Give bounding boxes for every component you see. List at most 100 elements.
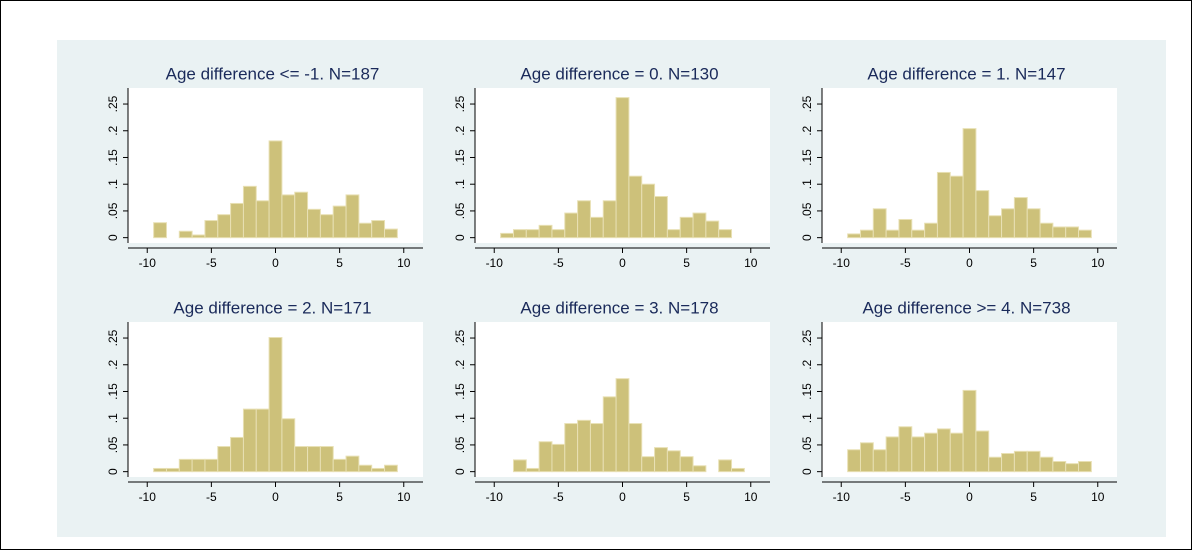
x-tick-label: -10 <box>833 490 851 504</box>
x-tick-label: -5 <box>206 490 217 504</box>
bar <box>872 449 887 473</box>
y-tick-label: .2 <box>106 359 120 369</box>
bar <box>255 200 270 239</box>
bar <box>898 218 913 239</box>
bar <box>217 214 232 239</box>
y-tick-label: 0 <box>106 234 120 241</box>
bar <box>1001 452 1015 473</box>
bar <box>1026 208 1041 239</box>
bar <box>692 212 707 239</box>
bar <box>268 337 283 473</box>
x-tick-label: -10 <box>486 490 504 504</box>
y-tick-label: .05 <box>453 202 467 219</box>
bar <box>332 458 347 473</box>
bar <box>1078 461 1092 473</box>
panel-title: Age difference = 0. N=130 <box>520 64 718 83</box>
x-tick-label: 0 <box>619 256 626 270</box>
bar <box>911 436 926 473</box>
bar <box>525 229 540 239</box>
y-tick-label: 0 <box>800 468 814 475</box>
bar <box>384 464 398 473</box>
y-tick-label: .15 <box>453 149 467 166</box>
y-tick-label: .25 <box>453 95 467 112</box>
y-tick-label: .05 <box>106 202 120 219</box>
x-tick-label: -10 <box>139 256 157 270</box>
bar <box>204 220 219 239</box>
bar <box>872 208 887 239</box>
y-tick-label: .2 <box>800 125 814 135</box>
bar <box>1052 461 1067 473</box>
bar <box>551 443 566 473</box>
x-tick-label: 10 <box>744 256 758 270</box>
bar <box>949 175 964 239</box>
bar <box>255 408 270 473</box>
y-tick-label: .15 <box>453 383 467 400</box>
x-tick-label: 5 <box>1030 256 1037 270</box>
y-tick-label: .2 <box>106 125 120 135</box>
panel: 0 .05 .1 .15 .2 .25 -10 -5 0 5 10 Age difference = … <box>106 298 423 504</box>
bar <box>666 229 681 239</box>
bar <box>962 389 977 473</box>
bar <box>847 449 861 473</box>
bar <box>281 194 296 239</box>
bar <box>358 464 373 473</box>
x-tick-label: 5 <box>683 256 690 270</box>
bar <box>577 419 591 473</box>
bar <box>500 232 514 239</box>
panel-title: Age difference = 1. N=147 <box>867 64 1065 83</box>
x-tick-label: -5 <box>900 256 911 270</box>
x-tick-label: -5 <box>206 256 217 270</box>
y-tick-label: .05 <box>800 436 814 453</box>
bar <box>294 446 309 473</box>
bar <box>230 202 244 239</box>
bar <box>319 446 334 473</box>
bar <box>859 442 874 473</box>
x-tick-label: 10 <box>1091 490 1105 504</box>
y-tick-label: .25 <box>453 329 467 346</box>
x-tick-label: 5 <box>336 490 343 504</box>
bar <box>281 418 296 473</box>
bar <box>692 465 707 473</box>
bar <box>345 455 360 473</box>
bar <box>589 216 604 239</box>
bar <box>1065 226 1080 239</box>
bar <box>1026 450 1041 473</box>
bar <box>679 456 694 473</box>
bar <box>165 467 180 473</box>
x-tick-label: 10 <box>1091 256 1105 270</box>
bar <box>307 208 321 239</box>
bar <box>230 436 244 473</box>
y-tick-label: .1 <box>106 413 120 423</box>
bar <box>718 229 733 239</box>
bar <box>885 436 900 473</box>
x-tick-label: 10 <box>397 256 411 270</box>
bar <box>936 171 951 239</box>
bar <box>153 222 167 239</box>
panel: 0 .05 .1 .15 .2 .25 -10 -5 0 5 10 Age difference >=… <box>800 298 1117 504</box>
bar <box>294 191 309 239</box>
bar <box>178 458 193 473</box>
bar <box>345 194 360 239</box>
y-tick-label: .15 <box>800 383 814 400</box>
y-tick-label: .1 <box>453 413 467 423</box>
bar <box>268 140 283 239</box>
y-tick-label: .2 <box>453 359 467 369</box>
y-tick-label: .1 <box>800 179 814 189</box>
bar <box>885 229 900 239</box>
bar <box>384 228 398 239</box>
panel-title: Age difference >= 4. N=738 <box>862 298 1070 317</box>
y-tick-label: .05 <box>453 436 467 453</box>
bar <box>911 229 926 239</box>
panel-title: Age difference = 2. N=171 <box>173 298 371 317</box>
x-tick-label: -5 <box>900 490 911 504</box>
panel: 0 .05 .1 .15 .2 .25 -10 -5 0 5 10 Age difference <=… <box>106 64 423 270</box>
bar <box>1001 208 1015 239</box>
y-tick-label: .25 <box>800 95 814 112</box>
bar <box>988 456 1003 473</box>
bar <box>538 441 553 473</box>
bar <box>641 456 656 473</box>
bar <box>153 467 167 473</box>
bar <box>705 220 720 239</box>
x-tick-label: -5 <box>553 256 564 270</box>
bar <box>191 234 206 239</box>
